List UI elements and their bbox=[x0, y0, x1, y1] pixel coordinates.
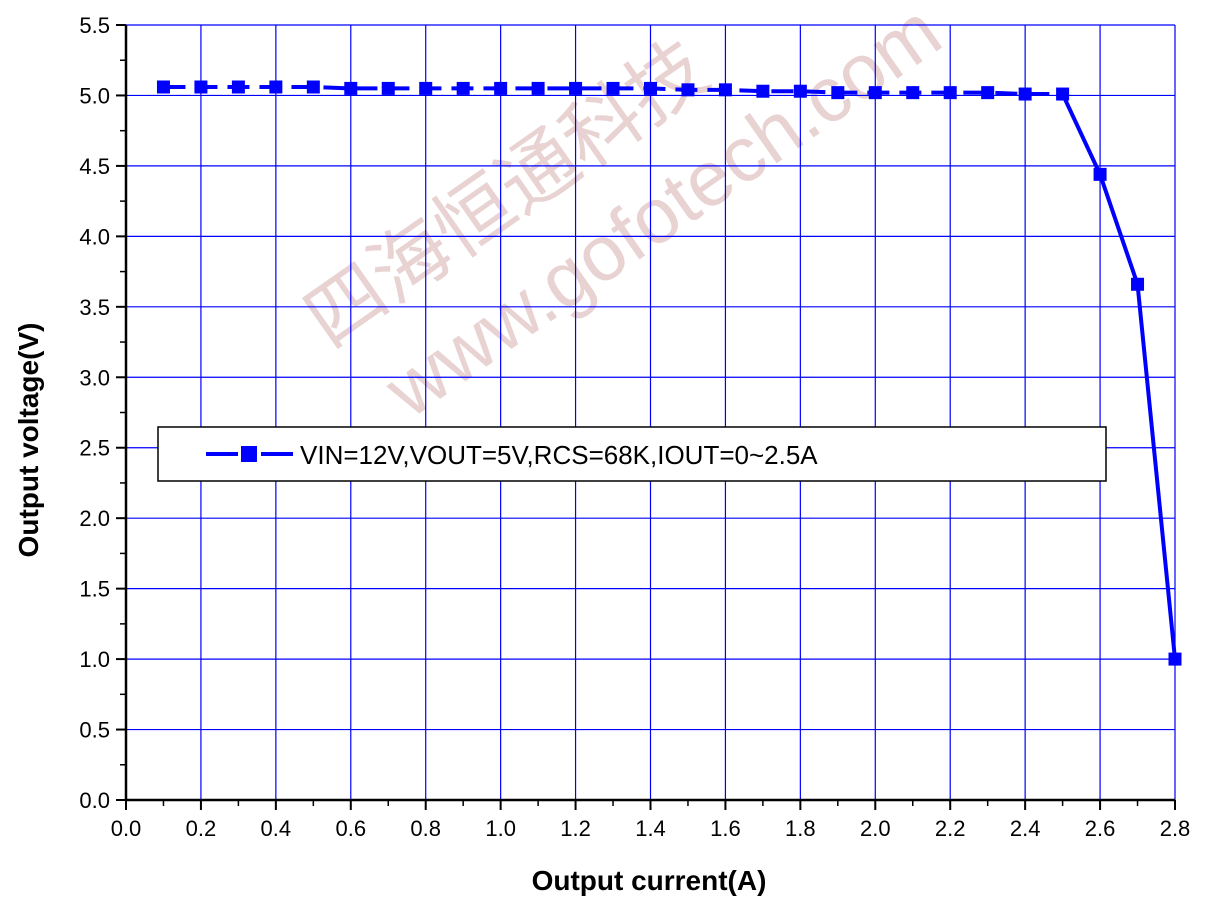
x-tick-label: 0.2 bbox=[186, 816, 217, 841]
watermark: 四海恒通科技 www.gofotech.com bbox=[289, 0, 956, 434]
data-point bbox=[756, 84, 770, 98]
x-tick-label: 1.2 bbox=[560, 816, 591, 841]
y-tick-label: 0.5 bbox=[79, 718, 110, 743]
data-point bbox=[419, 81, 433, 95]
data-point bbox=[569, 81, 583, 95]
y-tick-label: 5.5 bbox=[79, 13, 110, 38]
data-point bbox=[793, 84, 807, 98]
x-tick-label: 2.8 bbox=[1160, 816, 1191, 841]
data-point bbox=[306, 80, 320, 94]
grid bbox=[126, 24, 1176, 800]
data-point bbox=[269, 80, 283, 94]
y-tick-label: 1.0 bbox=[79, 647, 110, 672]
data-point bbox=[231, 80, 245, 94]
legend-marker bbox=[241, 446, 257, 462]
x-tick-label: 0.8 bbox=[410, 816, 441, 841]
data-point bbox=[644, 81, 657, 95]
data-point bbox=[494, 81, 508, 95]
data-point bbox=[943, 86, 957, 100]
data-point bbox=[1056, 87, 1070, 101]
y-tick-label: 2.0 bbox=[79, 506, 110, 531]
series-line-solid bbox=[1060, 93, 1177, 660]
data-point bbox=[1093, 167, 1107, 181]
x-tick-label: 2.4 bbox=[1010, 816, 1041, 841]
data-point bbox=[344, 81, 358, 95]
legend: VIN=12V,VOUT=5V,RCS=68K,IOUT=0~2.5A bbox=[157, 426, 1107, 482]
y-tick-label: 4.0 bbox=[79, 224, 110, 249]
data-point bbox=[868, 86, 882, 100]
y-tick-label: 1.5 bbox=[79, 577, 110, 602]
data-point bbox=[681, 83, 695, 97]
data-point bbox=[1168, 652, 1182, 666]
y-tick-label: 3.0 bbox=[79, 365, 110, 390]
data-point bbox=[1018, 87, 1032, 101]
x-tick-label: 2.0 bbox=[860, 816, 891, 841]
data-point bbox=[381, 81, 395, 95]
legend-box bbox=[157, 426, 1107, 482]
x-tick-label: 1.0 bbox=[485, 816, 516, 841]
x-tick-label: 1.6 bbox=[710, 816, 741, 841]
data-point bbox=[194, 80, 208, 94]
x-tick-label: 2.2 bbox=[935, 816, 966, 841]
x-tick-label: 1.8 bbox=[785, 816, 816, 841]
data-point bbox=[156, 80, 170, 94]
y-axis-title: Output voltage(V) bbox=[13, 323, 44, 558]
y-tick-label: 3.5 bbox=[79, 295, 110, 320]
data-point bbox=[981, 86, 995, 100]
x-tick-label: 1.4 bbox=[635, 816, 666, 841]
y-tick-label: 0.0 bbox=[79, 788, 110, 813]
data-point bbox=[531, 81, 545, 95]
y-tick-label: 4.5 bbox=[79, 154, 110, 179]
x-axis-title: Output current(A) bbox=[532, 865, 767, 896]
x-tick-label: 0.0 bbox=[111, 816, 142, 841]
y-tick-label: 5.0 bbox=[79, 83, 110, 108]
data-point bbox=[718, 83, 732, 97]
data-point bbox=[456, 81, 470, 95]
data-point bbox=[606, 81, 620, 95]
y-tick-label: 2.5 bbox=[79, 436, 110, 461]
data-point bbox=[831, 86, 845, 100]
legend-label: VIN=12V,VOUT=5V,RCS=68K,IOUT=0~2.5A bbox=[300, 440, 818, 470]
x-tick-label: 0.6 bbox=[335, 816, 366, 841]
data-point bbox=[1131, 277, 1145, 291]
x-tick-label: 0.4 bbox=[261, 816, 292, 841]
data-point bbox=[906, 86, 920, 100]
x-tick-label: 2.6 bbox=[1085, 816, 1116, 841]
series bbox=[156, 80, 1182, 666]
axes: 0.0 0.2 0.4 0.6 0.8 1.0 1.2 1.4 1.6 1.8 2.0 2.2 2.4 2… bbox=[79, 13, 1190, 841]
